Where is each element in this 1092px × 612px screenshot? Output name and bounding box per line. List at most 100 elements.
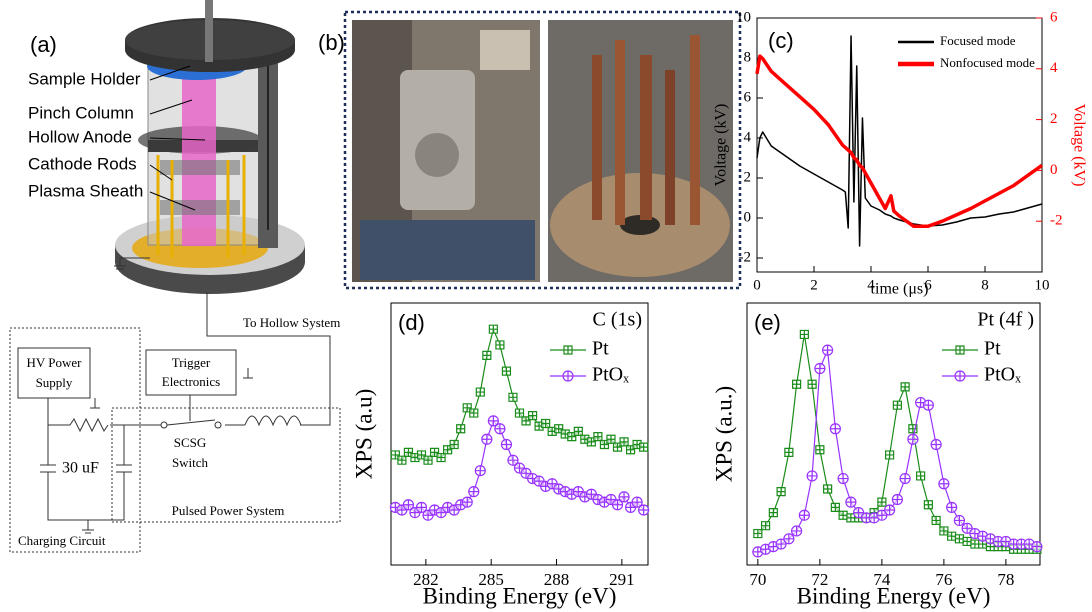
data-point — [398, 456, 406, 464]
data-point — [769, 509, 777, 517]
legend-label: PtOₓ — [984, 364, 1021, 386]
legend-label: Nonfocused mode — [940, 55, 1035, 70]
y2-tick-label: 6 — [1050, 9, 1058, 25]
data-point — [838, 474, 848, 484]
data-point — [900, 474, 910, 484]
x-tick-label: 8 — [981, 277, 989, 293]
part-label: Pinch Column — [28, 103, 134, 122]
data-point — [496, 341, 504, 349]
data-point — [831, 503, 839, 511]
y2-tick-label: 0 — [1050, 162, 1058, 178]
data-point — [777, 488, 785, 496]
data-point — [792, 526, 802, 536]
panel-label: (d) — [398, 310, 425, 335]
data-point — [607, 435, 615, 443]
x-tick-label: 70 — [749, 570, 766, 589]
data-point — [923, 400, 933, 410]
data-point — [754, 530, 762, 538]
circuit-label: Charging Circuit — [18, 533, 106, 548]
data-point — [971, 540, 979, 548]
data-point — [476, 388, 484, 396]
data-point — [963, 537, 971, 545]
page: (a) Sample Holder Pinch Column Hollow An… — [0, 0, 1092, 612]
legend-label: PtOₓ — [592, 364, 629, 386]
circuit-label: Pulsed Power System — [172, 503, 285, 518]
y-tick-label: 6 — [744, 89, 752, 105]
data-point — [924, 501, 932, 509]
data-point — [823, 345, 833, 355]
data-point — [901, 383, 909, 391]
data-point — [482, 434, 492, 444]
data-point — [815, 364, 825, 374]
circuit-label: Trigger — [172, 355, 211, 370]
data-point — [931, 439, 941, 449]
y-tick-label: -2 — [739, 249, 752, 265]
data-point — [501, 439, 511, 449]
data-point — [542, 420, 550, 428]
x-axis-label: time (μs) — [871, 281, 929, 298]
panel-label: (b) — [318, 30, 345, 55]
data-point — [878, 498, 886, 506]
data-point — [594, 433, 602, 441]
circuit-label: Electronics — [162, 374, 220, 389]
circuit-label: Switch — [172, 455, 209, 470]
data-point — [502, 367, 510, 375]
data-point — [620, 438, 628, 446]
x-tick-label: 2 — [810, 277, 818, 293]
data-point — [948, 532, 956, 540]
data-point — [892, 495, 902, 505]
data-point — [824, 485, 832, 493]
data-point — [816, 446, 824, 454]
data-point — [574, 427, 582, 435]
data-point — [908, 434, 918, 444]
y-tick-label: 8 — [744, 49, 752, 65]
data-point — [762, 522, 770, 530]
circuit-label: HV Power — [26, 355, 82, 370]
x-axis-label: Binding Energy (eV) — [797, 583, 991, 608]
data-point — [800, 330, 808, 338]
data-point — [784, 534, 794, 544]
data-point — [529, 412, 537, 420]
figure: (a) Sample Holder Pinch Column Hollow An… — [0, 0, 1092, 612]
panel-label: (a) — [30, 32, 57, 57]
part-label: Cathode Rods — [28, 154, 137, 173]
part-label: Hollow Anode — [28, 127, 132, 146]
data-point — [893, 401, 901, 409]
annotation: Pt (4f ) — [977, 309, 1034, 331]
data-point — [509, 393, 517, 401]
data-point — [483, 351, 491, 359]
data-point — [469, 487, 479, 497]
y-axis-label: XPS (a.u) — [351, 389, 376, 480]
legend-marker — [955, 371, 965, 381]
data-point — [793, 380, 801, 388]
data-point — [462, 497, 472, 507]
data-point — [1032, 542, 1042, 552]
data-point — [917, 472, 925, 480]
data-point — [846, 497, 856, 507]
annotation: C (1s) — [593, 309, 642, 331]
data-point — [437, 454, 445, 462]
legend-marker — [564, 346, 572, 354]
data-point — [495, 424, 505, 434]
legend-marker — [956, 346, 964, 354]
legend-label: Pt — [984, 338, 1001, 360]
legend-label: Focused mode — [940, 33, 1016, 48]
x-tick-label: 0 — [753, 277, 761, 293]
circuit-label: SCSG — [174, 435, 207, 450]
y-axis-label: Voltage (kV) — [713, 104, 730, 187]
y-tick-label: 10 — [736, 9, 751, 25]
data-point — [785, 448, 793, 456]
data-point — [424, 456, 432, 464]
data-point — [450, 440, 458, 448]
y-tick-label: 2 — [744, 169, 752, 185]
data-point — [639, 505, 649, 515]
y2-tick-label: -2 — [1050, 213, 1063, 229]
data-point — [808, 380, 816, 388]
data-point — [799, 510, 809, 520]
data-point — [885, 505, 895, 515]
y2-tick-label: 2 — [1050, 111, 1058, 127]
x-tick-label: 10 — [1035, 277, 1050, 293]
legend-marker — [563, 371, 573, 381]
panel-label: (e) — [754, 310, 781, 335]
data-point — [489, 325, 497, 333]
